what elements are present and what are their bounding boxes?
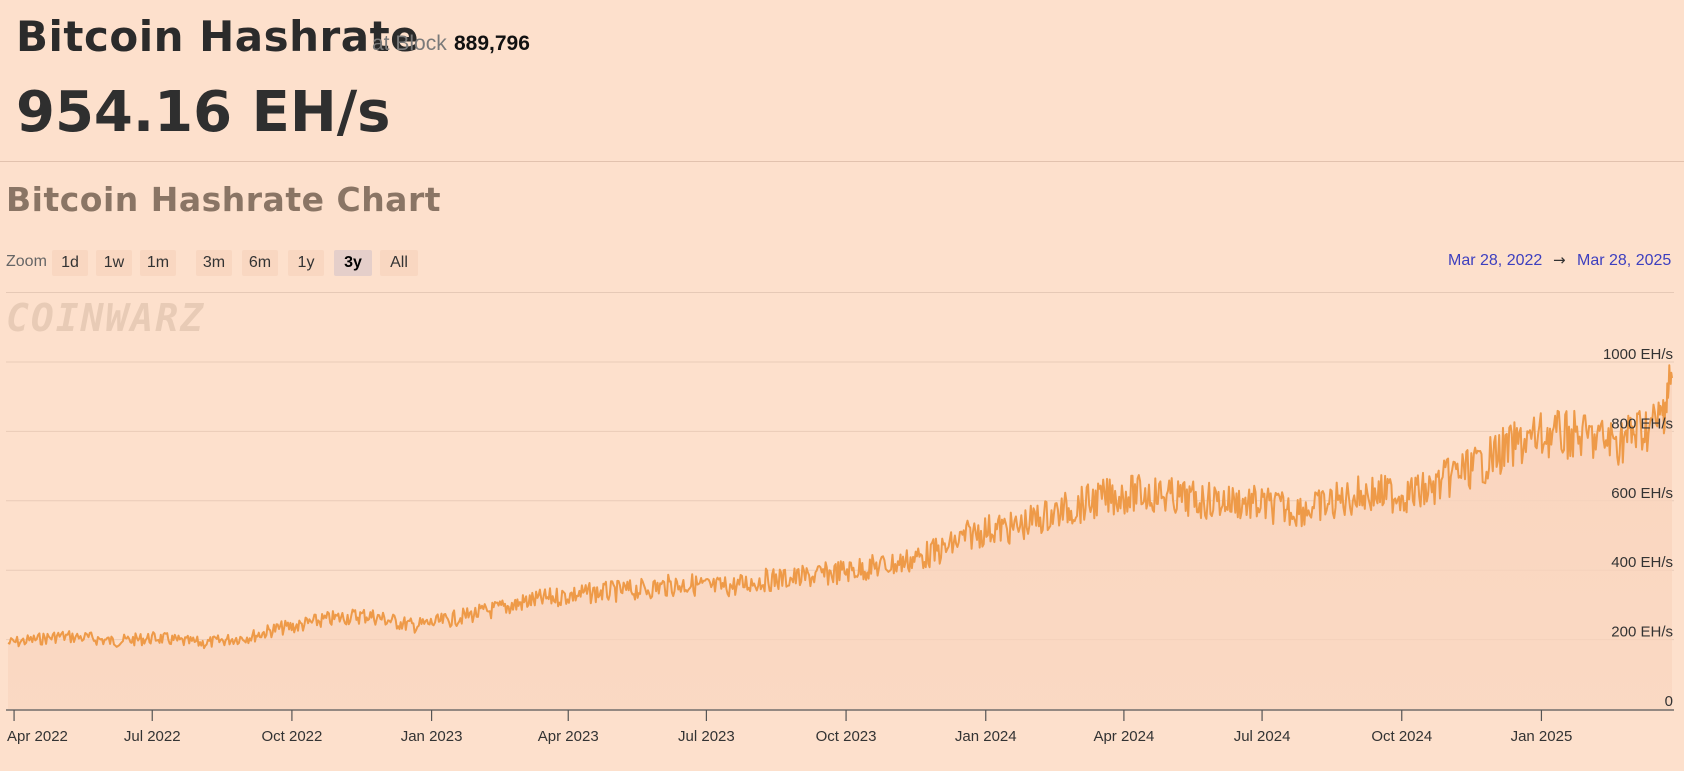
hashrate-chart[interactable]: 0 200 EH/s 400 EH/s 600 EH/s 800 EH/s 1000 EH… (0, 330, 1684, 771)
x-tick-label: Jan 2024 (955, 728, 1017, 745)
x-tick-label: Jan 2023 (401, 728, 463, 745)
series-area (8, 365, 1672, 709)
y-tick-label: 0 (1665, 693, 1673, 710)
range-from-date[interactable]: Mar 28, 2022 (1448, 252, 1543, 269)
x-axis: Apr 2022 Jul 2022 Oct 2022 Jan 2023 Apr 2023… (6, 709, 1674, 745)
block-number[interactable]: 889,796 (454, 32, 530, 55)
x-tick-label: Oct 2023 (816, 728, 877, 745)
zoom-button-1y[interactable]: 1y (288, 250, 324, 276)
y-tick-label: 800 EH/s (1611, 415, 1673, 432)
range-arrow: → (1553, 251, 1566, 269)
y-tick-label: 400 EH/s (1611, 554, 1673, 571)
x-tick-label: Apr 2022 (7, 728, 68, 745)
toolbar-divider (6, 292, 1674, 293)
series-line (7, 364, 1673, 650)
zoom-button-all[interactable]: All (380, 250, 418, 276)
x-tick-label: Apr 2024 (1093, 728, 1154, 745)
zoom-button-1d[interactable]: 1d (52, 250, 88, 276)
zoom-button-1m[interactable]: 1m (140, 250, 176, 276)
x-tick-label: Jul 2023 (678, 728, 735, 745)
chart-area-layer (8, 365, 1672, 709)
zoom-button-3m[interactable]: 3m (196, 250, 232, 276)
range-to-date[interactable]: Mar 28, 2025 (1577, 252, 1672, 269)
x-tick-label: Oct 2022 (261, 728, 322, 745)
zoom-label: Zoom (6, 253, 47, 270)
x-tick-label: Jan 2025 (1511, 728, 1573, 745)
current-hashrate-value: 954.16 EH/s (16, 80, 391, 145)
x-tick-label: Jul 2022 (124, 728, 181, 745)
chart-line-layer (7, 364, 1673, 650)
x-tick-label: Jul 2024 (1234, 728, 1291, 745)
header-divider (0, 161, 1684, 162)
coinwarz-watermark: COINWARZ (6, 296, 206, 340)
chart-heading: Bitcoin Hashrate Chart (6, 180, 442, 219)
y-tick-label: 200 EH/s (1611, 624, 1673, 641)
zoom-button-1w[interactable]: 1w (96, 250, 132, 276)
x-tick-label: Apr 2023 (538, 728, 599, 745)
x-tick-label: Oct 2024 (1371, 728, 1432, 745)
block-label: at Block (372, 32, 447, 55)
zoom-button-3y[interactable]: 3y (334, 250, 372, 276)
y-axis-labels: 0 200 EH/s 400 EH/s 600 EH/s 800 EH/s 1000 EH… (1603, 346, 1673, 710)
y-tick-label: 1000 EH/s (1603, 346, 1673, 363)
page-title: Bitcoin Hashrate (16, 12, 420, 61)
zoom-button-6m[interactable]: 6m (242, 250, 278, 276)
header: Bitcoin Hashrate at Block 889,796 954.16… (0, 0, 1684, 162)
y-tick-label: 600 EH/s (1611, 485, 1673, 502)
